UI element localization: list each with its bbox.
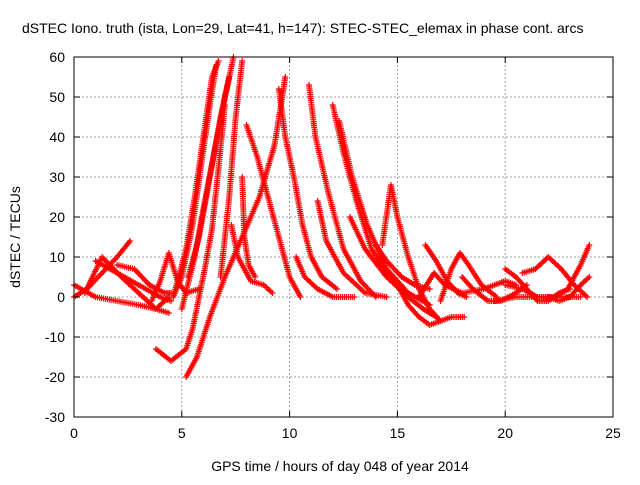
data-point [269,290,276,296]
y-tick-label: -30 [45,409,65,425]
data-point [532,266,539,272]
series-arc-14 [228,222,276,296]
data-point [297,294,304,300]
chart-title: dSTEC Iono. truth (ista, Lon=29, Lat=41,… [22,20,583,36]
series-arc-25 [394,282,468,328]
series-arc-19 [306,82,379,300]
data-point [215,58,222,64]
data-point [383,294,390,300]
data-point [239,58,246,64]
grid [74,57,613,417]
data-point [282,74,289,80]
x-tick-label: 0 [70,425,78,441]
data-point [584,294,591,300]
x-tick-label: 5 [178,425,186,441]
data-point [586,242,593,248]
data-point [426,286,433,292]
data-series [71,54,593,380]
series-arc-18 [293,254,358,300]
y-tick-label: 50 [49,89,65,105]
x-tick-label: 20 [497,425,513,441]
series-arc-23 [347,214,440,320]
data-point [168,298,174,304]
x-tick-label: 10 [282,425,298,441]
y-tick-label: 60 [49,49,65,65]
data-point [577,282,584,288]
data-point [165,310,172,316]
x-axis-label: GPS time / hours of day 048 of year 2014 [211,458,469,474]
y-tick-label: 0 [57,289,65,305]
series-arc-32 [519,254,591,300]
series-arc-15 [239,174,259,280]
series-arc-09 [170,58,222,300]
axis-ticks: 0 5 10 15 20 25 -30 -20 -10 0 10 20 30 40 50 60 [45,49,621,441]
series-arc-35 [491,294,584,304]
y-axis-label: dSTEC / TECUs [7,186,23,288]
data-point [213,62,220,68]
y-tick-label: 20 [49,209,65,225]
data-point [127,238,134,244]
y-tick-label: -10 [45,329,65,345]
series-arc-28 [437,250,500,304]
y-tick-label: 30 [49,169,65,185]
data-point [334,286,340,292]
x-tick-label: 25 [605,425,621,441]
series-arc-17 [275,86,340,292]
x-tick-label: 15 [390,425,406,441]
series-arc-24 [379,182,444,324]
data-point [586,274,593,280]
series-arc-13 [217,58,246,280]
series-arc-20 [314,198,390,300]
data-point [351,294,358,300]
series-arc-16 [243,122,304,300]
data-point [226,74,233,80]
series-arc-10 [170,62,220,300]
data-point [252,274,259,280]
data-point [536,262,543,268]
plot-frame [73,56,614,418]
series-arc-02 [71,282,172,312]
data-point [577,294,584,300]
data-point [582,292,589,299]
y-tick-label: 40 [49,129,65,145]
data-point [461,314,468,320]
series-arc-12 [185,74,233,280]
y-tick-label: -20 [45,369,65,385]
y-tick-label: 10 [49,249,65,265]
